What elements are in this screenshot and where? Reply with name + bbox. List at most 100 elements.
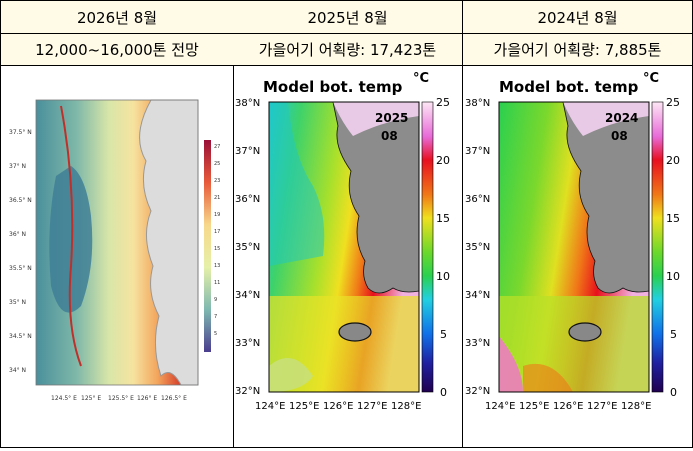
svg-text:35.5° N: 35.5° N (9, 265, 32, 272)
svg-text:0: 0 (440, 386, 447, 399)
svg-text:38°N: 38°N (235, 98, 260, 109)
svg-text:19: 19 (214, 212, 220, 218)
svg-text:125.5° E: 125.5° E (108, 395, 134, 402)
jeju-island (568, 322, 602, 342)
svg-text:127°E: 127°E (357, 401, 387, 412)
svg-text:36°N: 36°N (465, 194, 490, 205)
svg-text:36°N: 36°N (235, 194, 260, 205)
svg-text:15: 15 (214, 246, 220, 252)
svg-text:126° E: 126° E (137, 395, 157, 402)
svg-text:7: 7 (214, 314, 217, 320)
svg-text:23: 23 (214, 178, 220, 184)
svg-text:25: 25 (436, 96, 450, 109)
svg-text:17: 17 (214, 229, 220, 235)
svg-text:126°E: 126°E (323, 401, 353, 412)
model-map-2024: Model bot. temp °C 38°N 37°N 36°N 35°N 3… (465, 71, 680, 412)
column-subtitle: 가을어기 어획량: 17,423톤 (233, 34, 462, 66)
column-2025: 2025년 8월 가을어기 어획량: 17,423톤 (233, 1, 463, 447)
forecast-colorbar (204, 140, 211, 352)
svg-text:125°E: 125°E (519, 401, 549, 412)
lat-axis-labels: 38°N 37°N 36°N 35°N 34°N 33°N 32°N (235, 98, 260, 397)
svg-text:126.5° E: 126.5° E (161, 395, 187, 402)
column-subtitle: 12,000~16,000톤 전망 (1, 34, 233, 66)
lat-axis-labels: 38°N 37°N 36°N 35°N 34°N 33°N 32°N (465, 98, 490, 397)
svg-text:124°E: 124°E (255, 401, 285, 412)
year-stamp: 2024 (605, 111, 638, 125)
svg-text:125°E: 125°E (289, 401, 319, 412)
svg-text:127°E: 127°E (587, 401, 617, 412)
svg-text:5: 5 (670, 328, 677, 341)
model-map-panel-2025: Model bot. temp °C 38°N 37°N 36°N 35°N 3… (233, 66, 462, 447)
svg-text:34° N: 34° N (9, 367, 26, 374)
svg-text:35° N: 35° N (9, 299, 26, 306)
svg-text:5: 5 (440, 328, 447, 341)
svg-text:35°N: 35°N (235, 242, 260, 253)
svg-text:128°E: 128°E (621, 401, 651, 412)
svg-text:36° N: 36° N (9, 231, 26, 238)
svg-text:11: 11 (214, 280, 220, 286)
map-title-unit: °C (413, 71, 429, 86)
forecast-map: 37.5° N 37° N 36.5° N 36° N 35.5° N 35° … (9, 99, 220, 402)
svg-text:35°N: 35°N (465, 242, 490, 253)
svg-text:124.5° E: 124.5° E (51, 395, 77, 402)
svg-text:125° E: 125° E (81, 395, 101, 402)
map-title: Model bot. temp (263, 78, 403, 96)
column-subtitle: 가을어기 어획량: 7,885톤 (463, 34, 692, 66)
svg-text:34.5° N: 34.5° N (9, 333, 32, 340)
model-colorbar-ticks: 25 20 15 10 5 0 (436, 96, 450, 399)
frontal-contour (60, 105, 82, 367)
svg-text:15: 15 (666, 212, 680, 225)
year-stamp: 2025 (375, 111, 408, 125)
model-map-panel-2024: Model bot. temp °C 38°N 37°N 36°N 35°N 3… (463, 66, 692, 447)
svg-text:20: 20 (666, 154, 680, 167)
svg-text:0: 0 (670, 386, 677, 399)
land-mass (562, 101, 650, 294)
svg-text:38°N: 38°N (465, 98, 490, 109)
lon-axis-labels: 124°E 125°E 126°E 127°E 128°E (255, 401, 421, 412)
svg-text:9: 9 (214, 297, 217, 303)
svg-text:25: 25 (666, 96, 680, 109)
svg-text:5: 5 (214, 331, 217, 337)
svg-text:21: 21 (214, 195, 220, 201)
lat-axis-labels: 37.5° N 37° N 36.5° N 36° N 35.5° N 35° … (9, 129, 32, 374)
cold-water-pool (49, 166, 93, 313)
korea-peninsula-land (139, 99, 199, 386)
svg-text:25: 25 (214, 161, 220, 167)
jeju-island (338, 322, 372, 342)
svg-text:34°N: 34°N (465, 290, 490, 301)
column-2024: 2024년 8월 가을어기 어획량: 7,885톤 Model bot. tem… (463, 1, 692, 447)
svg-text:37.5° N: 37.5° N (9, 129, 32, 136)
lon-axis-labels: 124.5° E 125° E 125.5° E 126° E 126.5° E (51, 395, 187, 402)
svg-text:128°E: 128°E (391, 401, 421, 412)
svg-text:32°N: 32°N (465, 386, 490, 397)
column-2026: 2026년 8월 12,000~16,000톤 전망 (1, 1, 234, 447)
land-mass (332, 101, 420, 294)
forecast-colorbar-ticks: 27 25 23 21 19 17 15 13 11 9 7 5 (214, 144, 220, 337)
svg-text:34°N: 34°N (235, 290, 260, 301)
svg-text:124°E: 124°E (485, 401, 515, 412)
column-title: 2026년 8월 (1, 1, 233, 34)
model-colorbar (651, 101, 664, 393)
map-title-unit: °C (643, 71, 659, 86)
svg-text:20: 20 (436, 154, 450, 167)
model-map-2025: Model bot. temp °C 38°N 37°N 36°N 35°N 3… (235, 71, 450, 412)
svg-text:126°E: 126°E (553, 401, 583, 412)
svg-text:33°N: 33°N (465, 338, 490, 349)
column-title: 2025년 8월 (233, 1, 462, 34)
svg-text:37°N: 37°N (465, 146, 490, 157)
column-title: 2024년 8월 (463, 1, 692, 34)
month-stamp: 08 (611, 129, 628, 143)
svg-text:32°N: 32°N (235, 386, 260, 397)
svg-text:33°N: 33°N (235, 338, 260, 349)
lon-axis-labels: 124°E 125°E 126°E 127°E 128°E (485, 401, 651, 412)
svg-text:36.5° N: 36.5° N (9, 197, 32, 204)
svg-text:10: 10 (436, 270, 450, 283)
svg-text:10: 10 (666, 270, 680, 283)
svg-text:13: 13 (214, 263, 220, 269)
forecast-map-panel: 37.5° N 37° N 36.5° N 36° N 35.5° N 35° … (1, 66, 233, 447)
svg-text:37° N: 37° N (9, 163, 26, 170)
svg-text:27: 27 (214, 144, 220, 150)
svg-text:37°N: 37°N (235, 146, 260, 157)
map-title: Model bot. temp (499, 78, 639, 96)
